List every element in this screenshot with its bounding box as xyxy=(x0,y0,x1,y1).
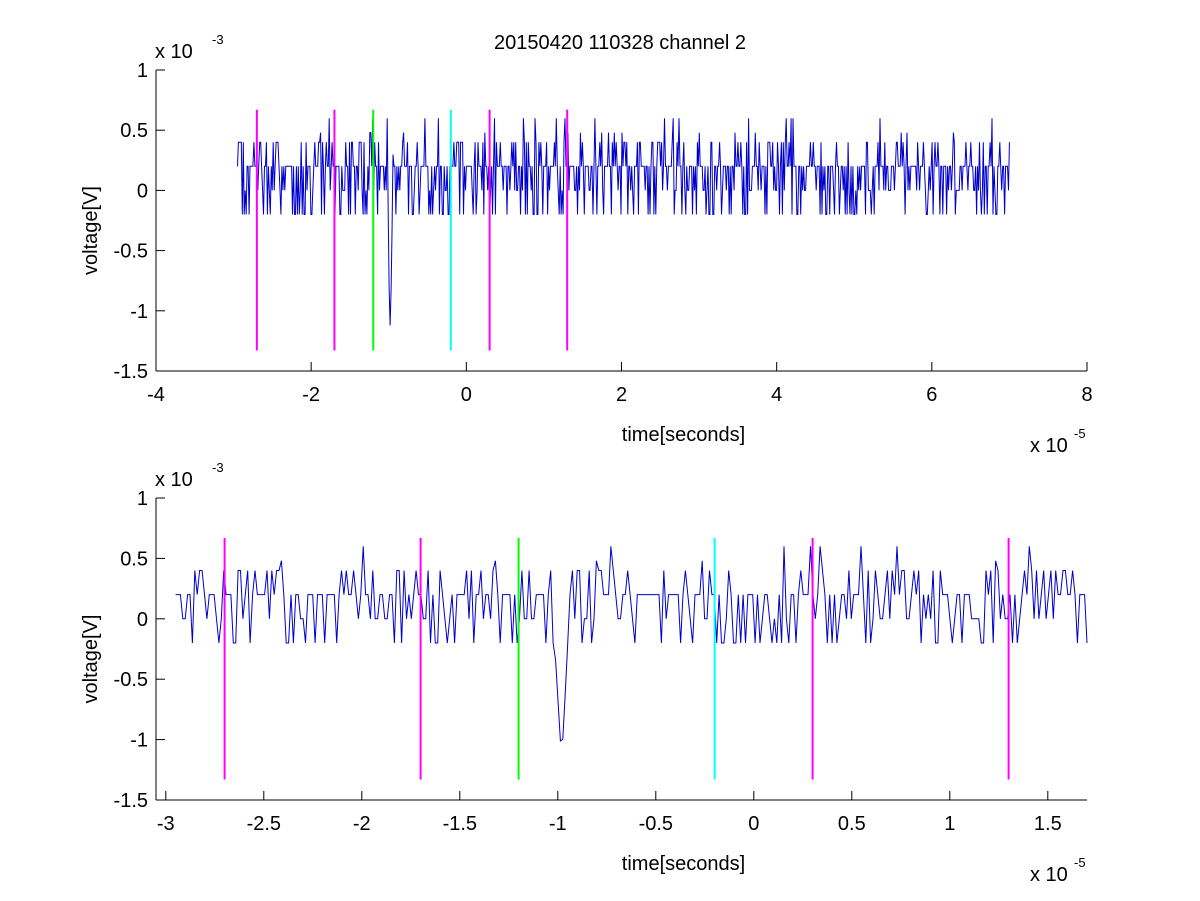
x-tick-label: -2 xyxy=(302,384,320,406)
x-tick-label: 8 xyxy=(1081,384,1092,406)
x-tick-label: -0.5 xyxy=(639,813,673,835)
x-tick-label: 1.5 xyxy=(1034,813,1062,835)
x-axis-label: time[seconds] xyxy=(622,424,745,446)
y-tick-label: -1 xyxy=(130,301,148,323)
x-exponent-label: x 10 xyxy=(1030,864,1068,886)
x-tick-label: -2.5 xyxy=(247,813,281,835)
x-tick-label: -2 xyxy=(353,813,371,835)
y-axis-label: voltage[V] xyxy=(80,615,102,704)
figure-title: 20150420 110328 channel 2 xyxy=(494,32,746,54)
y-tick-label: 1 xyxy=(137,488,148,510)
top-axes: -4 -2 0 2 4 6 8 -1.5 -1 -0.5 0 0.5 1 time[seconds] vol… xyxy=(80,32,1093,457)
signal-trace xyxy=(175,546,1088,742)
x-tick-label: 4 xyxy=(771,384,782,406)
x-exponent-superscript: -5 xyxy=(1074,426,1086,441)
y-tick-label: 0.5 xyxy=(120,120,148,142)
x-tick-label: -3 xyxy=(157,813,175,835)
y-tick-label: 1 xyxy=(137,60,148,82)
y-exponent-label: x 10 xyxy=(155,469,193,491)
x-tick-label: -1.5 xyxy=(443,813,477,835)
y-tick-label: -0.5 xyxy=(114,669,148,691)
signal-trace xyxy=(237,118,1010,326)
y-tick-label: 0 xyxy=(137,609,148,631)
y-axis-label: voltage[V] xyxy=(80,186,102,275)
x-tick-label: 6 xyxy=(926,384,937,406)
x-tick-label: 1 xyxy=(944,813,955,835)
y-tick-label: -1.5 xyxy=(114,790,148,812)
y-exponent-label: x 10 xyxy=(155,41,193,63)
bottom-axes: -3 -2.5 -2 -1.5 -1 -0.5 0 0.5 1 1.5 -1.5 -1 -0.5 0 0.5… xyxy=(80,460,1088,886)
y-exponent-superscript: -3 xyxy=(212,32,224,47)
y-tick-label: 0.5 xyxy=(120,548,148,570)
x-tick-label: -1 xyxy=(549,813,567,835)
y-tick-label: -1 xyxy=(130,730,148,752)
y-tick-label: -1.5 xyxy=(114,361,148,383)
x-tick-label: -4 xyxy=(147,384,165,406)
x-tick-label: 0.5 xyxy=(838,813,866,835)
y-exponent-superscript: -3 xyxy=(212,460,224,475)
x-tick-label: 2 xyxy=(616,384,627,406)
y-tick-label: -0.5 xyxy=(114,241,148,263)
y-tick-label: 0 xyxy=(137,180,148,202)
x-axis-label: time[seconds] xyxy=(622,853,745,875)
x-exponent-label: x 10 xyxy=(1030,435,1068,457)
x-exponent-superscript: -5 xyxy=(1074,855,1086,870)
x-tick-label: 0 xyxy=(461,384,472,406)
x-tick-label: 0 xyxy=(748,813,759,835)
